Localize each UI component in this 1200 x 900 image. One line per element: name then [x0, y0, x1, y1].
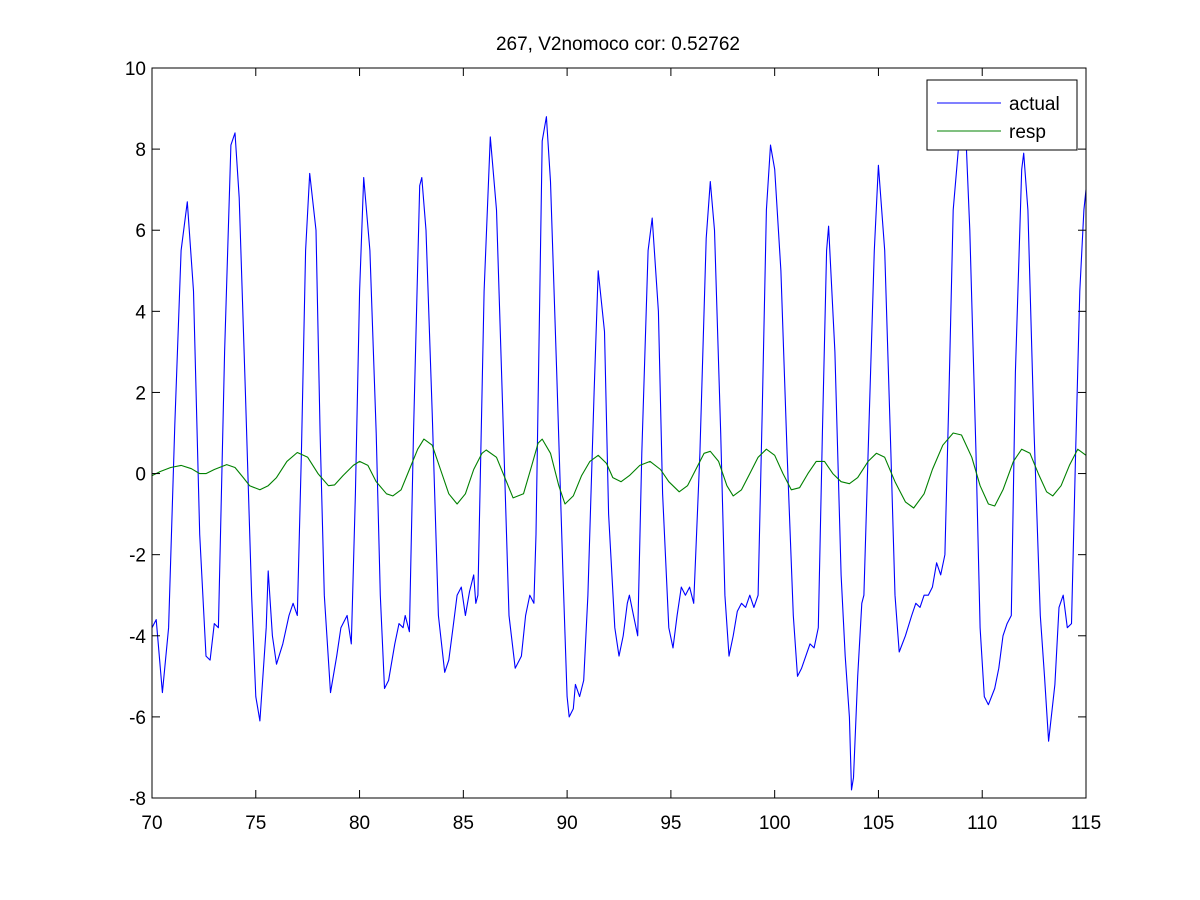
legend-label-resp: resp — [1009, 122, 1046, 143]
y-tick-label: 8 — [135, 140, 146, 161]
legend-box — [926, 79, 1078, 151]
x-tick-label: 70 — [141, 813, 162, 834]
ticks-layer: 70 75 80 85 90 95 100 105 110 115 -8 -6 -4 -2 0 2 4 6 8 10 — [125, 59, 1101, 834]
x-tick-label: 80 — [349, 813, 370, 834]
series-line-actual — [151, 116, 1087, 791]
x-tick-label: 75 — [245, 813, 266, 834]
x-tick-label: 90 — [557, 813, 578, 834]
y-tick-label: -2 — [129, 546, 146, 567]
y-tick-label: 10 — [125, 59, 146, 80]
y-tick-label: 6 — [135, 221, 146, 242]
legend-label-actual: actual — [1009, 94, 1060, 115]
y-tick-label: -8 — [129, 789, 146, 810]
x-tick-label: 115 — [1071, 813, 1101, 834]
x-tick-label: 110 — [967, 813, 997, 834]
series-layer — [151, 116, 1087, 791]
y-tick-label: 0 — [135, 465, 146, 486]
y-tick-label: 2 — [135, 383, 146, 404]
y-tick-label: 4 — [135, 302, 146, 323]
series-line-resp — [151, 432, 1087, 509]
plot-area — [152, 68, 1086, 798]
y-tick-label: -6 — [129, 708, 146, 729]
x-tick-label: 95 — [660, 813, 681, 834]
axes-box — [151, 67, 1087, 799]
legend: actual resp — [926, 79, 1078, 151]
x-tick-label: 105 — [863, 813, 895, 834]
chart-title: 267, V2nomoco cor: 0.52762 — [496, 34, 740, 55]
x-tick-label: 100 — [759, 813, 791, 834]
y-tick-label: -4 — [129, 627, 146, 648]
x-tick-label: 85 — [453, 813, 474, 834]
